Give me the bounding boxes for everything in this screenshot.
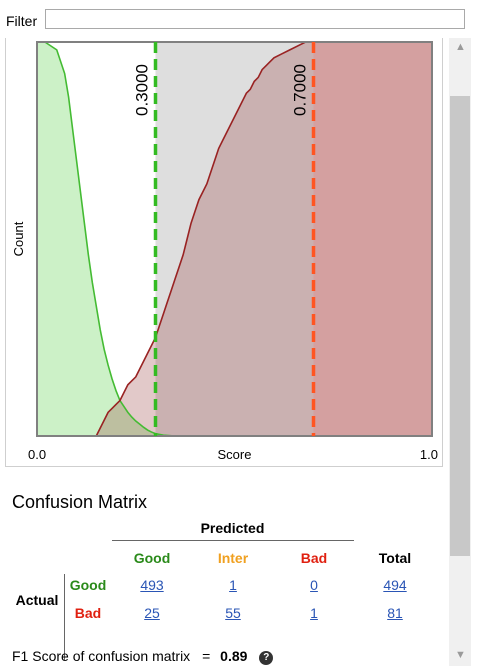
filter-bar: Filter [0,0,478,38]
row-header-good: Good [69,577,107,593]
scroll-pane: 0.3000 0.7000 Count Score 0.0 1.0 Confusion M… [0,38,448,666]
cell-good-inter[interactable]: 1 [229,577,237,593]
actual-header: Actual [15,592,59,608]
cell-good-good[interactable]: 493 [140,577,164,593]
col-header-bad: Bad [300,550,328,566]
x-tick-label-start: 0.0 [28,447,46,462]
actual-divider [64,574,65,660]
confusion-matrix-title: Confusion Matrix [12,492,148,512]
col-header-inter: Inter [217,550,249,566]
cell-good-bad[interactable]: 0 [310,577,318,593]
row-header-bad: Bad [74,605,102,621]
cell-bad-bad[interactable]: 1 [310,605,318,621]
predicted-divider [112,540,354,541]
chevron-up-icon[interactable]: ▲ [455,41,466,53]
series-bad-area [96,42,432,436]
chevron-down-icon[interactable]: ▼ [455,649,466,661]
f1-label: F1 Score of confusion matrix [12,648,191,664]
threshold-label-2: 0.7000 [291,64,310,116]
filter-input[interactable] [45,9,465,29]
cell-bad-good[interactable]: 25 [144,605,160,621]
col-header-total: Total [378,550,412,566]
vertical-scrollbar[interactable]: ▲ ▼ [449,38,471,666]
series-good-line [37,41,176,437]
region-good [37,42,156,436]
threshold-label-1: 0.3000 [133,64,152,116]
filter-label: Filter [6,13,38,29]
region-bad [313,42,432,436]
region-inter [155,42,314,436]
f1-equals: = [202,648,211,664]
f1-score-line: F1 Score of confusion matrix = 0.89 ? [12,648,274,665]
col-header-good: Good [133,550,171,566]
scroll-thumb[interactable] [450,96,470,556]
series-bad-line [95,41,314,437]
plot-frame [36,41,433,437]
cell-bad-total[interactable]: 81 [387,605,403,621]
x-axis-label: Score [218,447,252,462]
cell-good-total[interactable]: 494 [383,577,407,593]
f1-value: 0.89 [220,648,248,664]
y-axis-label: Count [11,221,26,256]
score-distribution-chart: 0.3000 0.7000 Count Score 0.0 1.0 [5,38,443,467]
cell-bad-inter[interactable]: 55 [225,605,241,621]
series-good-area [37,42,176,436]
predicted-header: Predicted [200,520,265,536]
chart-canvas: 0.3000 0.7000 Count Score 0.0 1.0 [11,41,438,462]
question-circle-icon[interactable]: ? [259,651,274,665]
x-tick-label-end: 1.0 [420,447,438,462]
